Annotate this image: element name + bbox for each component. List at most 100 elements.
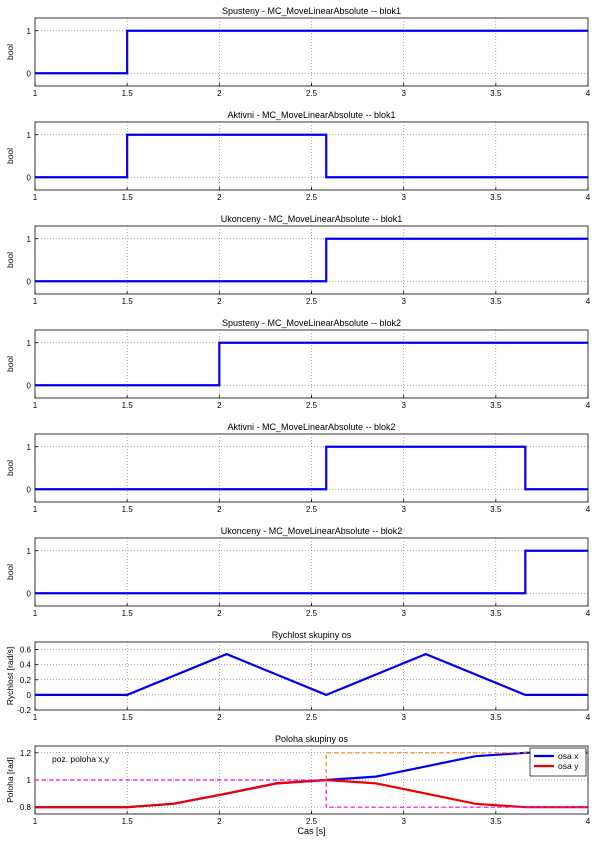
x-tick-label: 3 [401, 713, 406, 722]
y-tick-label: 1 [27, 547, 32, 556]
x-tick-label: 2.5 [306, 505, 318, 514]
x-tick-label: 2 [217, 817, 222, 826]
y-tick-label: 0.6 [20, 646, 32, 655]
x-tick-label: 3 [401, 609, 406, 618]
x-tick-label: 3.5 [490, 713, 502, 722]
subplot-1: 1 1.5 2 2.5 3 3.5 4 0 1 Spusteny - MC_MoveLinearA… [5, 6, 591, 98]
y-tick-label: 1 [27, 443, 32, 452]
x-tick-label: 4 [586, 505, 591, 514]
x-tick-label: 2.5 [306, 193, 318, 202]
x-tick-label: 4 [586, 817, 591, 826]
y-axis-label: bool [5, 44, 15, 60]
subplot-6: 1 1.5 2 2.5 3 3.5 4 0 1 Ukonceny - MC_MoveLinearA… [5, 526, 591, 618]
x-tick-label: 4 [586, 193, 591, 202]
y-tick-label: 0.2 [20, 676, 32, 685]
x-tick-label: 1 [33, 401, 38, 410]
y-tick-label: 0.8 [20, 803, 32, 812]
x-tick-label: 2.5 [306, 713, 318, 722]
x-tick-label: 1 [33, 609, 38, 618]
subplot-title: Aktivni - MC_MoveLinearAbsolute -- blok1 [227, 110, 395, 120]
x-tick-label: 1.5 [122, 401, 134, 410]
x-tick-label: 3 [401, 193, 406, 202]
x-tick-label: 3.5 [490, 297, 502, 306]
x-tick-label: 2.5 [306, 401, 318, 410]
signal-line [35, 341, 588, 387]
x-tick-label: 1.5 [122, 89, 134, 98]
dashed-reference-line [325, 752, 588, 780]
y-tick-label: 0 [27, 691, 32, 700]
dashed-reference-line [35, 779, 588, 808]
x-tick-label: 3 [401, 89, 406, 98]
x-tick-label: 2 [217, 505, 222, 514]
x-tick-label: 2.5 [306, 89, 318, 98]
y-tick-label: 1 [27, 339, 32, 348]
x-tick-label: 2 [217, 297, 222, 306]
x-tick-label: 3.5 [490, 505, 502, 514]
x-axis-label: Cas [s] [297, 826, 325, 836]
y-tick-label: 0 [27, 485, 32, 494]
legend-label: osa x [558, 751, 579, 761]
x-tick-label: 3 [401, 505, 406, 514]
signal-line [35, 237, 588, 283]
signal-line [35, 133, 588, 179]
x-tick-label: 2.5 [306, 297, 318, 306]
x-tick-label: 1.5 [122, 297, 134, 306]
x-tick-label: 2 [217, 193, 222, 202]
x-tick-label: 4 [586, 297, 591, 306]
x-tick-label: 2 [217, 609, 222, 618]
x-tick-label: 4 [586, 401, 591, 410]
x-tick-label: 1 [33, 297, 38, 306]
x-tick-label: 2 [217, 89, 222, 98]
x-tick-label: 3.5 [490, 609, 502, 618]
y-tick-label: 0 [27, 381, 32, 390]
x-tick-label: 3.5 [490, 193, 502, 202]
x-tick-label: 4 [586, 89, 591, 98]
x-tick-label: 2.5 [306, 609, 318, 618]
annotation-text: poz. poloha x,y [52, 754, 110, 764]
subplot-2: 1 1.5 2 2.5 3 3.5 4 0 1 Aktivni - MC_MoveLinearAb… [5, 110, 591, 202]
y-tick-label: 1 [27, 776, 32, 785]
x-tick-label: 1 [33, 193, 38, 202]
y-axis-label: bool [5, 564, 15, 580]
x-tick-label: 1 [33, 817, 38, 826]
y-axis-label: bool [5, 148, 15, 164]
x-tick-label: 2 [217, 401, 222, 410]
x-tick-label: 3.5 [490, 401, 502, 410]
subplot-title: Spusteny - MC_MoveLinearAbsolute -- blok… [222, 6, 401, 16]
subplot-7: 1 1.5 2 2.5 3 3.5 4 -0.2 0 0.2 0.4 0.6 Rychlost skup… [5, 630, 591, 722]
x-tick-label: 3 [401, 817, 406, 826]
subplot-title: Ukonceny - MC_MoveLinearAbsolute -- blok… [221, 214, 403, 224]
subplot-4: 1 1.5 2 2.5 3 3.5 4 0 1 Spusteny - MC_MoveLinearA… [5, 318, 591, 410]
legend-label: osa y [558, 761, 579, 771]
y-axis-label: bool [5, 460, 15, 476]
subplot-title: Ukonceny - MC_MoveLinearAbsolute -- blok… [221, 526, 403, 536]
legend-box [529, 747, 587, 777]
signal-line [35, 652, 588, 697]
y-axis-label: Poloha [rad] [5, 757, 15, 803]
y-tick-label: 0 [27, 69, 32, 78]
y-axis-label: bool [5, 356, 15, 372]
x-tick-label: 1 [33, 713, 38, 722]
y-tick-label: 1 [27, 27, 32, 36]
x-tick-label: 2 [217, 713, 222, 722]
y-tick-label: 0 [27, 277, 32, 286]
x-tick-label: 1.5 [122, 817, 134, 826]
x-tick-label: 4 [586, 713, 591, 722]
subplot-title: Poloha skupiny os [275, 734, 349, 744]
x-tick-label: 3.5 [490, 89, 502, 98]
subplot-title: Aktivni - MC_MoveLinearAbsolute -- blok2 [227, 422, 395, 432]
x-tick-label: 3.5 [490, 817, 502, 826]
y-tick-label: 0 [27, 173, 32, 182]
x-tick-label: 1 [33, 89, 38, 98]
y-tick-label: 0 [27, 589, 32, 598]
y-tick-label: 0.4 [20, 661, 32, 670]
y-tick-label: 1 [27, 235, 32, 244]
signal-line [35, 29, 588, 75]
signal-line [35, 445, 588, 491]
x-tick-label: 1 [33, 505, 38, 514]
x-tick-label: 1.5 [122, 713, 134, 722]
x-tick-label: 2.5 [306, 817, 318, 826]
